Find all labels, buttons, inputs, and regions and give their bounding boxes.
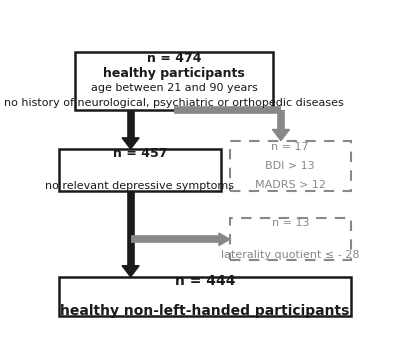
Polygon shape bbox=[219, 233, 230, 245]
Text: n = 17: n = 17 bbox=[272, 142, 309, 152]
Polygon shape bbox=[122, 138, 139, 149]
Bar bbox=[230, 140, 351, 191]
Text: no relevant depressive symptoms: no relevant depressive symptoms bbox=[46, 180, 234, 191]
Bar bbox=[59, 149, 220, 191]
Text: n = 474: n = 474 bbox=[147, 52, 201, 65]
Text: healthy participants: healthy participants bbox=[103, 67, 245, 80]
Text: age between 21 and 90 years: age between 21 and 90 years bbox=[91, 83, 257, 93]
Text: n = 13: n = 13 bbox=[272, 218, 309, 229]
Text: BDI > 13: BDI > 13 bbox=[266, 161, 315, 171]
Bar bbox=[75, 52, 273, 110]
Polygon shape bbox=[272, 130, 290, 140]
Text: laterality quotient ≤ - 28: laterality quotient ≤ - 28 bbox=[221, 250, 360, 260]
Polygon shape bbox=[122, 266, 139, 277]
Text: n = 457: n = 457 bbox=[113, 147, 167, 160]
Text: MADRS > 12: MADRS > 12 bbox=[255, 180, 326, 190]
Bar bbox=[230, 218, 351, 260]
Text: no history of neurological, psychiatric or orthopedic diseases: no history of neurological, psychiatric … bbox=[4, 98, 344, 108]
Text: n = 444: n = 444 bbox=[175, 274, 235, 288]
Text: healthy non-left-handed participants: healthy non-left-handed participants bbox=[60, 304, 350, 318]
Bar bbox=[59, 277, 351, 316]
